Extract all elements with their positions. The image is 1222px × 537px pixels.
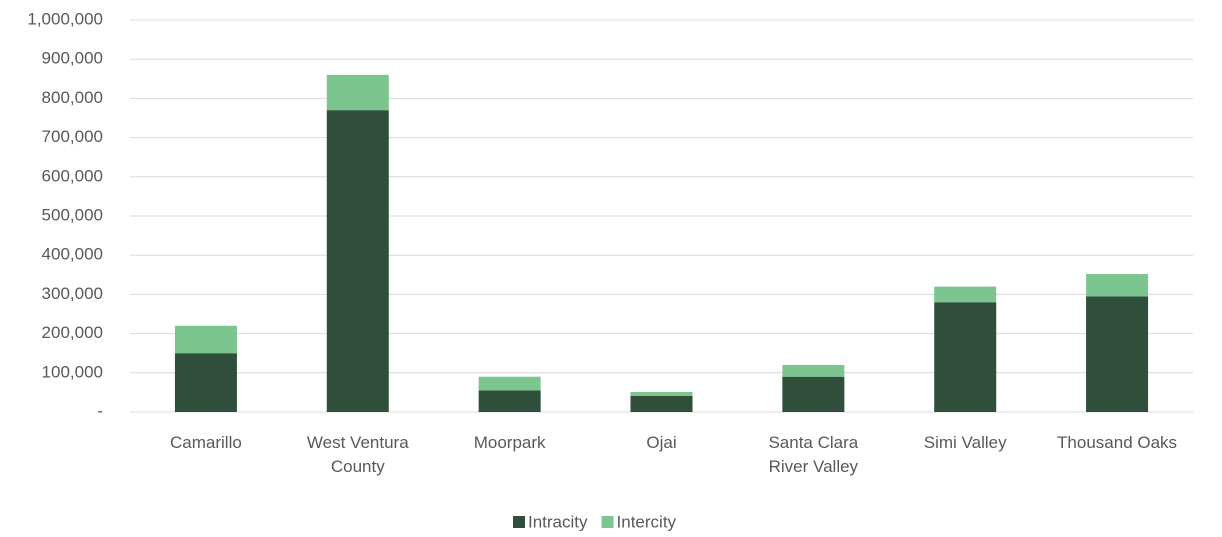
x-tick-label: Ojai [646, 433, 677, 452]
bar-segment [1086, 274, 1149, 297]
x-tick-label: Simi Valley [923, 433, 1007, 452]
x-tick-label: Thousand Oaks [1057, 433, 1178, 452]
legend-swatch [513, 516, 525, 528]
x-tick-label: Santa Clara River Valley [768, 433, 859, 476]
y-tick-label: 200,000 [42, 323, 103, 342]
x-tick-label: Moorpark [473, 433, 546, 452]
y-tick-label: 700,000 [42, 127, 103, 146]
bar-segment [174, 353, 237, 412]
y-tick-label: 600,000 [42, 166, 103, 185]
bar-segment [630, 395, 693, 412]
bar-segment [326, 110, 389, 412]
y-tick-label: 400,000 [42, 245, 103, 264]
legend-swatch [601, 516, 614, 528]
y-tick-label: 300,000 [42, 284, 103, 303]
bar-segment [630, 392, 693, 396]
legend-label: Intracity [528, 512, 588, 531]
x-tick-label: West Ventura County [306, 433, 409, 476]
bar-segment [782, 364, 845, 377]
bar-segment [1086, 296, 1149, 412]
legend-label: Intercity [617, 512, 677, 531]
y-tick-label: - [97, 401, 103, 420]
y-tick-label: 900,000 [42, 49, 103, 68]
bar-segment [326, 74, 389, 111]
x-tick-label: Camarillo [170, 433, 242, 452]
bar-segment [478, 376, 541, 391]
y-tick-label: 1,000,000 [27, 9, 103, 28]
y-tick-label: 800,000 [42, 88, 103, 107]
y-tick-label: 500,000 [42, 205, 103, 224]
bar-segment [934, 302, 997, 412]
y-tick-label: 100,000 [42, 362, 103, 381]
bar-segment [934, 286, 997, 303]
bar-segment [782, 376, 845, 412]
bar-segment [174, 325, 237, 354]
bar-segment [478, 390, 541, 412]
